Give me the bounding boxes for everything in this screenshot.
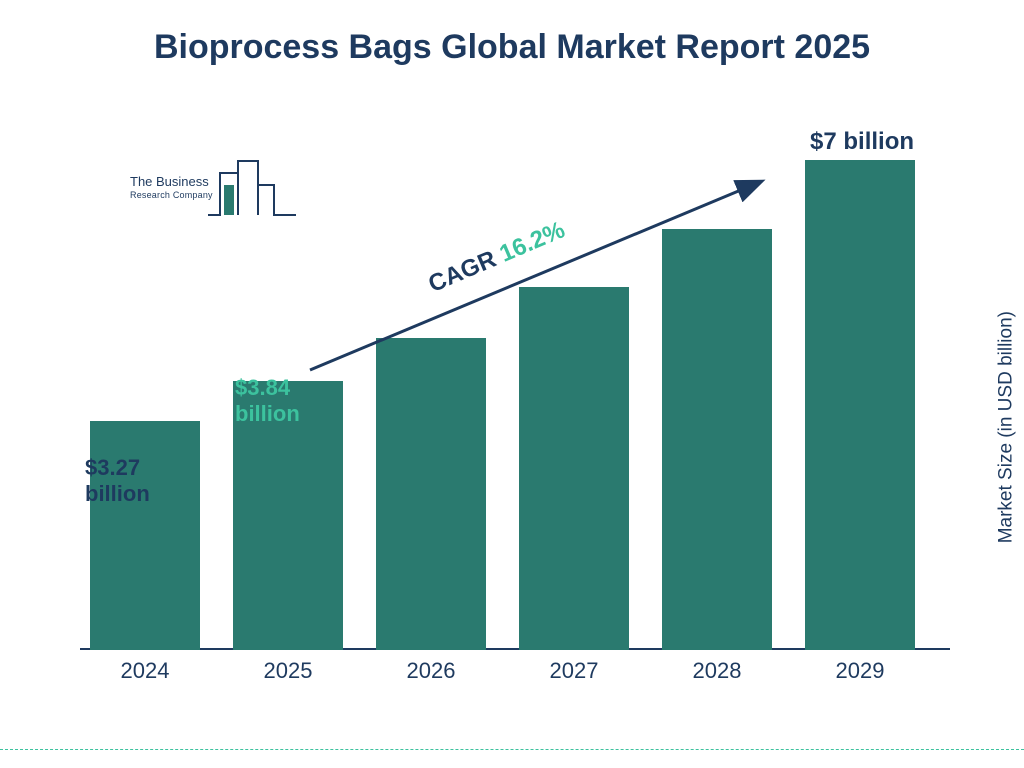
bar-2029 [805,160,915,650]
value-label-2: $7 billion [810,128,914,157]
y-axis-label: Market Size (in USD billion) [995,311,1017,543]
xlabel-2028: 2028 [662,658,772,684]
xlabel-2025: 2025 [233,658,343,684]
bar-2026 [376,338,486,650]
xlabel-2024: 2024 [90,658,200,684]
bar-2027 [519,287,629,650]
xlabel-2026: 2026 [376,658,486,684]
xlabel-2027: 2027 [519,658,629,684]
chart-title: Bioprocess Bags Global Market Report 202… [0,28,1024,67]
xlabel-2029: 2029 [805,658,915,684]
value-label-0: $3.27billion [85,455,150,508]
value-label-1: $3.84billion [235,375,300,428]
bar-chart: 2024 2025 2026 2027 2028 2029 [80,130,950,690]
footer-dashed-line [0,749,1024,750]
bar-2028 [662,229,772,650]
